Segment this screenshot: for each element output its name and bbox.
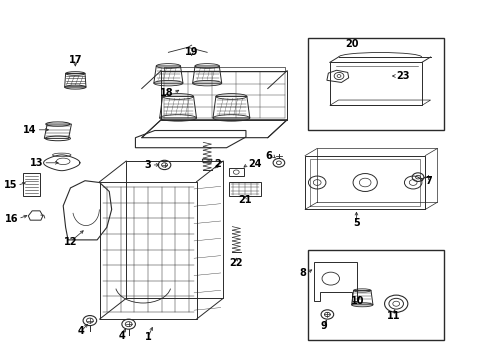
Text: 23: 23 — [395, 71, 409, 81]
Text: 10: 10 — [350, 296, 364, 306]
Text: 22: 22 — [229, 258, 243, 268]
Text: 11: 11 — [386, 311, 400, 321]
Bar — [307, 250, 443, 339]
Text: 21: 21 — [238, 195, 251, 205]
Text: 4: 4 — [78, 326, 84, 336]
Text: 1: 1 — [144, 332, 151, 342]
Text: 6: 6 — [265, 150, 272, 161]
Bar — [307, 39, 443, 130]
Text: 3: 3 — [144, 160, 151, 170]
Text: 8: 8 — [299, 268, 306, 278]
Text: 13: 13 — [30, 158, 43, 168]
Text: 15: 15 — [3, 180, 17, 190]
Text: 9: 9 — [320, 321, 326, 331]
Text: 16: 16 — [4, 214, 18, 224]
Text: 14: 14 — [23, 125, 37, 135]
Text: 19: 19 — [184, 46, 198, 57]
Text: 5: 5 — [352, 218, 359, 228]
Text: 4: 4 — [119, 330, 125, 341]
Text: 2: 2 — [214, 159, 220, 169]
Text: 18: 18 — [159, 88, 173, 98]
Text: 7: 7 — [425, 176, 431, 186]
Text: 12: 12 — [63, 237, 77, 247]
Text: 24: 24 — [248, 159, 262, 169]
Text: 20: 20 — [344, 39, 358, 49]
Text: 17: 17 — [68, 55, 82, 65]
